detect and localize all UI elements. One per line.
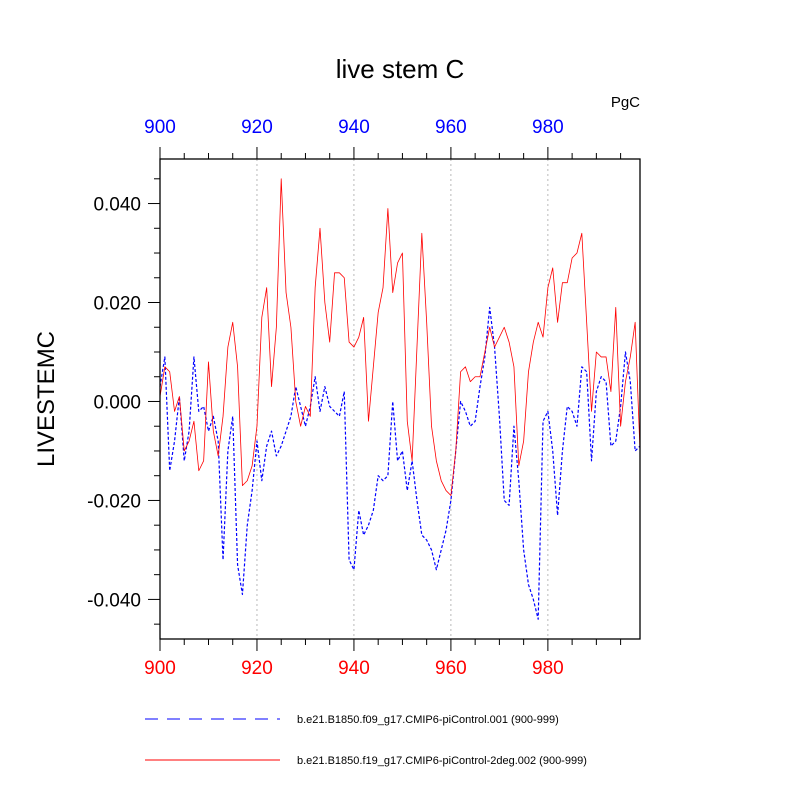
- series-line-1: [159, 306, 641, 620]
- plot-frame: [159, 158, 641, 640]
- x-tick-label-top-940: 940: [338, 117, 370, 138]
- y-tick-label-2: 0.000: [93, 392, 141, 413]
- y-tick-label-3: -0.020: [87, 491, 141, 512]
- units-label: PgC: [611, 94, 640, 111]
- x-tick-label-bottom-980: 980: [532, 658, 564, 679]
- legend: b.e21.B1850.f09_g17.CMIP6-piControl.001 …: [145, 714, 587, 767]
- legend-label-series-1: b.e21.B1850.f09_g17.CMIP6-piControl.001 …: [297, 714, 559, 726]
- legend-label-series-2: b.e21.B1850.f19_g17.CMIP6-piControl-2deg…: [297, 755, 587, 767]
- y-axis-label: LIVESTEMC: [33, 331, 60, 467]
- series-line-2: [159, 178, 641, 496]
- y-tick-label-1: 0.020: [93, 294, 141, 315]
- y-tick-label-0: 0.040: [93, 195, 141, 216]
- x-tick-label-bottom-960: 960: [435, 658, 467, 679]
- y-tick-label-4: -0.040: [87, 590, 141, 611]
- x-tick-label-top-900: 900: [144, 117, 176, 138]
- series-layer: [159, 178, 641, 620]
- grid-layer: [256, 159, 549, 639]
- x-tick-label-top-920: 920: [241, 117, 273, 138]
- x-tick-label-bottom-900: 900: [144, 658, 176, 679]
- x-tick-label-top-980: 980: [532, 117, 564, 138]
- chart-title: live stem C: [336, 54, 465, 84]
- x-tick-label-bottom-920: 920: [241, 658, 273, 679]
- ticks-layer: 900 900 920 920 940 940 960 960 980 980 0.040 0.020…: [87, 117, 622, 679]
- x-tick-label-top-960: 960: [435, 117, 467, 138]
- x-tick-label-bottom-940: 940: [338, 658, 370, 679]
